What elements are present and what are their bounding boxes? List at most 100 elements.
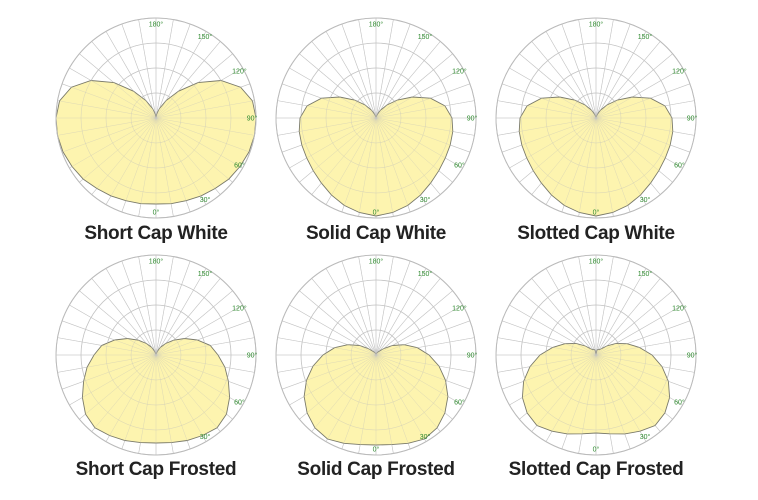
grid-spoke-overlay — [595, 268, 647, 356]
grid-spoke-overlay — [375, 117, 463, 169]
angle-tick-label: 60° — [454, 162, 465, 170]
grid-spoke-overlay — [561, 23, 597, 119]
grid-spoke-overlay — [79, 117, 157, 183]
grid-spoke-overlay — [57, 117, 157, 136]
grid-spoke-overlay — [281, 354, 377, 390]
grid-spoke-overlay — [375, 117, 475, 136]
grid-spoke-overlay — [561, 260, 597, 356]
grid-spoke-overlay — [155, 304, 243, 356]
angle-tick-label: 150° — [198, 270, 213, 278]
grid-spoke-overlay — [595, 354, 673, 420]
grid-spoke-overlay — [545, 268, 597, 356]
angle-tick-label: 0° — [373, 446, 380, 454]
grid-spoke-overlay — [358, 117, 377, 217]
grid-spoke-overlay — [578, 354, 597, 454]
grid-spoke-overlay — [155, 354, 233, 420]
grid-spoke-overlay — [595, 354, 691, 390]
grid-spoke-overlay — [375, 31, 427, 119]
grid-spoke-overlay — [105, 31, 157, 119]
angle-tick-label: 150° — [418, 270, 433, 278]
grid-spoke-overlay — [155, 31, 207, 119]
grid-spoke-overlay — [155, 117, 255, 136]
grid-spoke-overlay — [595, 337, 695, 356]
polar-chart-svg: 0° 30° 60° 90° 120° 150° 180° — [275, 17, 478, 219]
grid-spoke-overlay — [501, 83, 597, 119]
grid-spoke-overlay — [509, 354, 597, 406]
polar-plot-solid-cap-frosted: 0° 30° 60° 90° 120° 150° 180° Solid Cap Froste… — [256, 245, 496, 495]
angle-tick-label: 120° — [672, 68, 687, 76]
grid-spoke-overlay — [375, 117, 411, 213]
grid-spoke-overlay — [519, 117, 597, 183]
angle-tick-label: 60° — [454, 399, 465, 407]
grid-spoke-overlay — [155, 117, 243, 169]
grid-spoke-overlay — [497, 337, 597, 356]
grid-spoke-overlay — [509, 117, 597, 169]
grid-spoke-overlay — [289, 117, 377, 169]
grid-spoke-overlay — [138, 256, 157, 356]
angle-tick-label: 0° — [593, 446, 600, 454]
grid-spoke-overlay — [311, 117, 377, 195]
grid-spoke-overlay — [375, 320, 471, 356]
grid-spoke-overlay — [121, 260, 157, 356]
grid-spoke-overlay — [325, 117, 377, 205]
grid-spoke-overlay — [545, 354, 597, 442]
grid-spoke-overlay — [358, 354, 377, 454]
angle-tick-label: 180° — [589, 21, 604, 29]
grid-spoke-overlay — [375, 67, 463, 119]
grid-spoke-overlay — [155, 337, 255, 356]
grid-spoke-overlay — [578, 256, 597, 356]
grid-spoke-overlay — [595, 117, 691, 153]
angle-tick-label: 150° — [638, 33, 653, 41]
grid-spoke-overlay — [545, 117, 597, 205]
grid-spoke-overlay — [155, 117, 207, 205]
grid-spoke-overlay — [595, 83, 691, 119]
grid-spoke-overlay — [595, 260, 631, 356]
grid-spoke-overlay — [341, 260, 377, 356]
grid-spoke-overlay — [79, 290, 157, 356]
grid-spoke-overlay — [105, 117, 157, 205]
grid-spoke-overlay — [69, 67, 157, 119]
grid-spoke-overlay — [155, 256, 174, 356]
angle-tick-label: 60° — [234, 399, 245, 407]
grid-spoke-overlay — [138, 354, 157, 454]
grid-spoke-overlay — [121, 117, 157, 213]
grid-spoke-overlay — [289, 67, 377, 119]
angle-tick-label: 120° — [452, 68, 467, 76]
grid-spoke-overlay — [311, 354, 377, 432]
grid-spoke-overlay — [91, 354, 157, 432]
grid-spoke-overlay — [595, 354, 695, 373]
grid-spoke-overlay — [61, 117, 157, 153]
plot-title: Solid Cap Frosted — [297, 459, 455, 480]
grid-spoke-overlay — [341, 354, 377, 450]
grid-spoke-overlay — [595, 53, 673, 119]
angle-tick-label: 180° — [149, 21, 164, 29]
grid-spoke-overlay — [375, 354, 441, 432]
polar-chart-svg: 0° 30° 60° 90° 120° 150° 180° — [275, 254, 477, 456]
grid-spoke-overlay — [155, 260, 191, 356]
grid-spoke-overlay — [595, 31, 647, 119]
grid-spoke-overlay — [375, 117, 453, 183]
outer-ring — [495, 17, 697, 219]
grid-spoke-overlay — [155, 354, 207, 442]
angle-tick-label: 90° — [467, 115, 478, 123]
grid-spoke-overlay — [155, 320, 251, 356]
polar-plot-short-cap-white: 0° 30° 60° 90° 120° 150° 180° Short Cap White — [36, 8, 276, 258]
grid-spoke-overlay — [277, 117, 377, 136]
grid-spoke-overlay — [595, 304, 683, 356]
grid-spoke-overlay — [501, 117, 597, 153]
angle-tick-label: 90° — [247, 115, 258, 123]
grid-spoke-overlay — [311, 41, 377, 119]
grid-spoke-overlay — [519, 53, 597, 119]
plot-title: Slotted Cap Frosted — [508, 459, 684, 480]
grid-spoke-overlay — [375, 354, 453, 420]
grid-spoke-overlay — [325, 354, 377, 442]
grid-spoke-overlay — [155, 117, 174, 217]
grid-spoke-overlay — [375, 354, 471, 390]
grid-spoke-overlay — [595, 117, 683, 169]
grid-spoke-overlay — [358, 256, 377, 356]
grid-spoke-overlay — [79, 53, 157, 119]
grid-spoke-overlay — [578, 19, 597, 119]
grid-spoke-overlay — [155, 67, 243, 119]
polar-plot-short-cap-frosted: 30° 60° 90° 120° 150° 180° Short Cap Frosted — [36, 245, 276, 495]
angle-tick-label: 0° — [373, 209, 380, 217]
